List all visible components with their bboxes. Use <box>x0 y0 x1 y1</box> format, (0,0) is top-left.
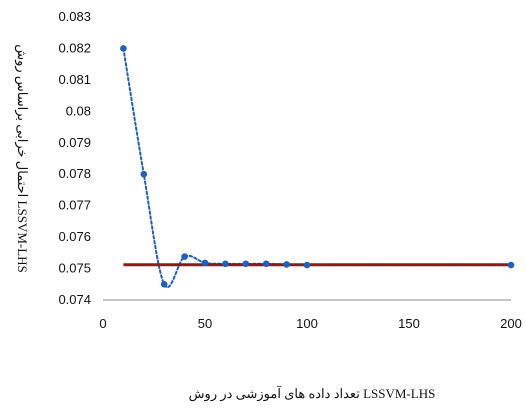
y-tick-label: 0.083 <box>58 9 91 24</box>
series-layer <box>120 45 515 289</box>
data-point <box>222 260 229 268</box>
data-point <box>120 45 127 52</box>
data-point <box>140 170 148 178</box>
y-tick-label: 0.076 <box>58 229 91 244</box>
y-tick-label: 0.074 <box>58 292 91 307</box>
data-point <box>201 259 209 267</box>
x-tick-label: 150 <box>398 316 420 331</box>
data-point <box>160 280 168 288</box>
y-tick-label: 0.081 <box>58 72 91 87</box>
y-tick-label: 0.079 <box>58 135 91 150</box>
y-tick-labels: 0.074 0.075 0.076 0.077 0.078 0.079 0.08 0.081 0… <box>58 9 91 307</box>
x-tick-label: 0 <box>99 316 106 331</box>
data-point <box>242 260 250 268</box>
data-point <box>507 261 515 269</box>
y-tick-label: 0.075 <box>58 261 91 276</box>
y-tick-label: 0.077 <box>58 198 91 213</box>
data-point <box>181 253 188 260</box>
x-tick-label: 100 <box>296 316 318 331</box>
y-tick-label: 0.08 <box>66 103 91 118</box>
y-tick-label: 0.078 <box>58 166 91 181</box>
y-axis-title: احتمال خرابی براساس روش LSSVM-LHS <box>14 44 30 273</box>
x-axis-title: تعداد داده های آموزشی در روش LSSVM-LHS <box>189 385 436 402</box>
x-tick-label: 50 <box>198 316 212 331</box>
x-tick-labels: 0 50 100 150 200 <box>99 316 521 331</box>
series-line <box>122 47 512 289</box>
y-axis-title-group: احتمال خرابی براساس روش LSSVM-LHS <box>14 44 30 273</box>
y-tick-label: 0.082 <box>58 40 91 55</box>
data-point <box>283 261 290 268</box>
x-tick-label: 200 <box>500 316 522 331</box>
data-point <box>303 261 311 269</box>
data-point <box>262 260 270 268</box>
